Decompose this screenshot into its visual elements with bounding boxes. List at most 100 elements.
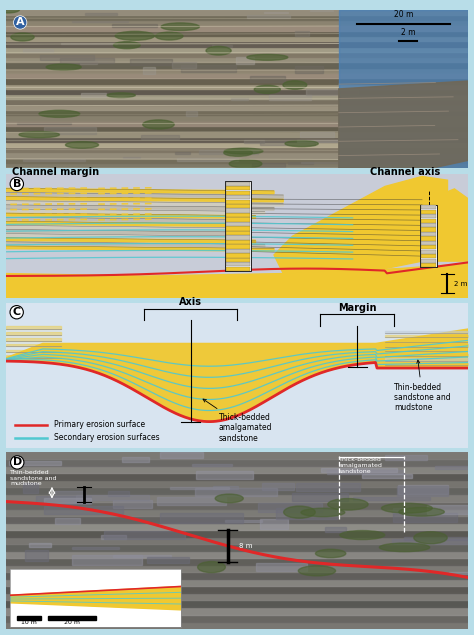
Bar (292, 493, 348, 502)
Bar (420, 223, 437, 227)
Bar (227, 195, 250, 199)
Bar (6, 558, 468, 565)
Bar (420, 263, 437, 267)
Bar (227, 249, 250, 253)
Bar (362, 474, 412, 478)
Bar (192, 464, 232, 465)
Bar (227, 208, 250, 213)
Bar (23, 483, 38, 493)
Bar (6, 25, 468, 30)
Bar (227, 240, 250, 244)
Bar (227, 227, 250, 231)
Bar (306, 89, 358, 95)
Ellipse shape (39, 110, 80, 117)
Bar (6, 615, 468, 622)
Bar (100, 535, 126, 540)
Bar (236, 57, 254, 64)
Ellipse shape (254, 85, 280, 93)
Bar (6, 601, 468, 608)
Bar (295, 66, 323, 73)
Bar (6, 147, 468, 152)
Bar (60, 58, 114, 63)
Bar (296, 483, 359, 491)
Bar (420, 218, 437, 223)
Polygon shape (274, 177, 447, 274)
Bar (6, 502, 468, 509)
Bar (327, 471, 404, 474)
Bar (44, 505, 123, 514)
Polygon shape (427, 189, 468, 261)
Bar (393, 513, 457, 522)
Text: Thick-bedded
amalgamated
sandstone: Thick-bedded amalgamated sandstone (203, 399, 272, 443)
Ellipse shape (155, 32, 183, 40)
Bar (227, 204, 250, 208)
Text: Channel margin: Channel margin (12, 166, 99, 177)
Bar (72, 555, 143, 565)
Bar (420, 210, 437, 214)
Bar (76, 495, 149, 500)
Bar (6, 131, 468, 137)
Bar (6, 116, 468, 121)
Bar (108, 491, 128, 496)
Bar (55, 491, 85, 500)
Bar (227, 267, 250, 271)
Bar (6, 41, 468, 46)
Bar (6, 84, 468, 89)
Bar (6, 473, 468, 480)
Bar (420, 241, 437, 245)
Ellipse shape (115, 31, 155, 40)
Bar (300, 131, 334, 137)
Polygon shape (6, 217, 246, 222)
Bar (6, 78, 468, 84)
Bar (186, 110, 197, 116)
Polygon shape (6, 237, 255, 243)
Text: D: D (13, 457, 22, 467)
Polygon shape (6, 225, 237, 231)
Text: C: C (13, 307, 21, 318)
Bar (321, 468, 397, 472)
Bar (6, 57, 468, 62)
Bar (6, 622, 468, 629)
Bar (420, 254, 437, 258)
Bar (85, 13, 117, 15)
Ellipse shape (107, 93, 135, 98)
Bar (227, 262, 250, 267)
Bar (6, 105, 468, 110)
Bar (45, 498, 91, 503)
Bar (6, 565, 468, 572)
Polygon shape (6, 197, 283, 202)
Bar (147, 557, 189, 563)
Bar (252, 163, 284, 167)
Bar (6, 36, 468, 41)
Text: Thin-bedded
sandstone and
mudstone: Thin-bedded sandstone and mudstone (10, 470, 57, 486)
Bar (6, 52, 468, 57)
Bar (245, 140, 264, 143)
Bar (227, 231, 250, 235)
Polygon shape (6, 329, 468, 422)
Bar (288, 162, 313, 164)
Bar (6, 152, 468, 157)
Bar (6, 459, 468, 466)
Bar (160, 453, 203, 458)
Bar (269, 95, 311, 100)
Polygon shape (6, 242, 265, 247)
Bar (81, 93, 106, 97)
Ellipse shape (224, 149, 253, 156)
Bar (260, 519, 288, 529)
Bar (231, 98, 248, 100)
Bar (6, 121, 468, 126)
Bar (6, 516, 468, 523)
Bar (227, 199, 250, 204)
Bar (275, 508, 337, 519)
Ellipse shape (65, 142, 99, 148)
Bar (398, 485, 448, 494)
Bar (260, 141, 315, 145)
Ellipse shape (283, 506, 315, 518)
Bar (6, 68, 468, 73)
Bar (6, 495, 468, 502)
Text: Secondary erosion surfaces: Secondary erosion surfaces (54, 433, 160, 442)
Bar (29, 544, 51, 547)
Bar (73, 547, 119, 549)
Bar (44, 128, 96, 134)
Bar (404, 537, 474, 540)
